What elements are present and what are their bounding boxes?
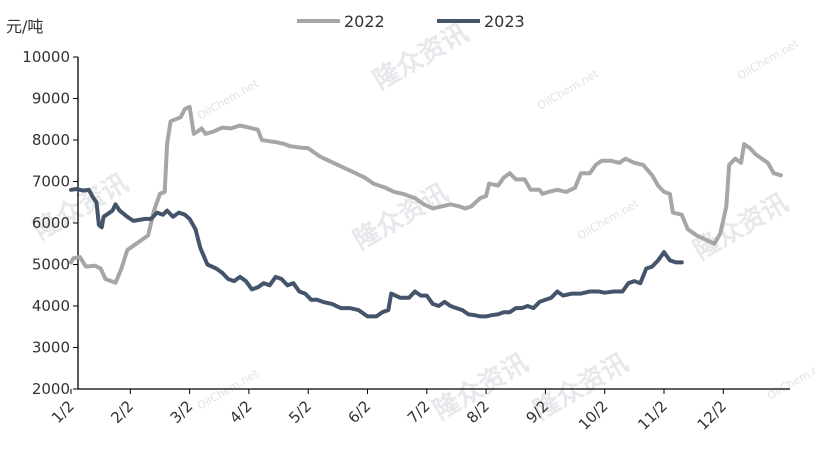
x-tick-label: 11/2 [634,397,671,434]
y-tick-label: 9000 [32,90,70,108]
x-tick-label: 3/2 [167,397,197,427]
y-tick-label: 6000 [32,214,70,232]
x-tick-label: 4/2 [226,397,256,427]
series-line-2023 [69,187,684,319]
y-tick-label: 2000 [32,380,70,398]
x-axis-ticks: 1/2 2/2 3/2 4/2 5/2 6/2 7/2 8/2 9/2 10/2 11/2 12/2 [48,389,730,434]
y-tick-label: 10000 [22,48,70,66]
x-tick-label: 6/2 [345,397,375,427]
legend-label-2023: 2023 [484,12,525,31]
watermark-layer: 隆众资讯OilChem.net隆众资讯OilChem.net隆众资讯OilChe… [29,18,815,426]
watermark-small-text: OilChem.net [195,77,261,123]
y-tick-label: 8000 [32,131,70,149]
x-tick-label: 1/2 [48,397,78,427]
series-line-2022 [69,104,783,285]
x-tick-label: 2/2 [107,397,137,427]
watermark-small-text: OilChem.net [735,37,801,83]
watermark-small-text: OilChem.net [575,197,641,243]
y-axis-ticks: 2000 3000 4000 5000 6000 7000 8000 9000 10000 [22,48,78,398]
x-tick-label: 5/2 [285,397,315,427]
y-tick-label: 4000 [32,297,70,315]
y-tick-label: 3000 [32,339,70,357]
x-tick-label: 12/2 [694,397,731,434]
watermark-small-text: OilChem.net [765,357,815,403]
legend-label-2022: 2022 [344,12,385,31]
y-axis-unit-label: 元/吨 [6,17,43,36]
y-tick-label: 5000 [32,256,70,274]
watermark-text: 隆众资讯 [689,188,794,266]
legend: 2022 2023 [297,12,525,31]
watermark-text: 隆众资讯 [349,178,454,256]
y-tick-label: 7000 [32,173,70,191]
watermark-small-text: OilChem.net [535,67,601,113]
series-layer [69,104,783,319]
